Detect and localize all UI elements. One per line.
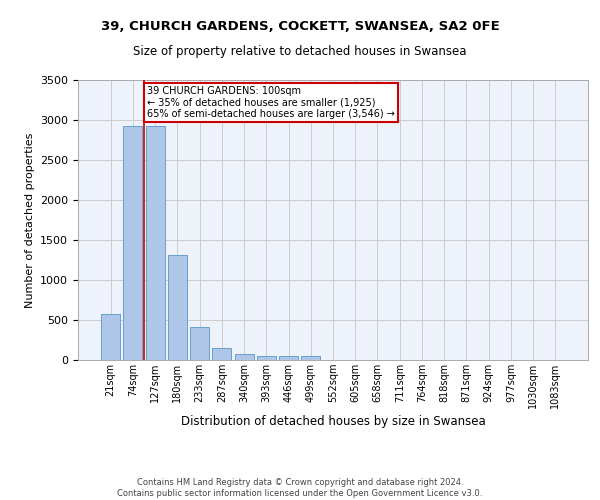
Text: 39 CHURCH GARDENS: 100sqm
← 35% of detached houses are smaller (1,925)
65% of se: 39 CHURCH GARDENS: 100sqm ← 35% of detac…: [148, 86, 395, 119]
Text: Size of property relative to detached houses in Swansea: Size of property relative to detached ho…: [133, 45, 467, 58]
Y-axis label: Number of detached properties: Number of detached properties: [25, 132, 35, 308]
Text: Contains HM Land Registry data © Crown copyright and database right 2024.
Contai: Contains HM Land Registry data © Crown c…: [118, 478, 482, 498]
Bar: [168, 255, 187, 360]
Text: 39, CHURCH GARDENS, COCKETT, SWANSEA, SA2 0FE: 39, CHURCH GARDENS, COCKETT, SWANSEA, SA…: [101, 20, 499, 33]
Bar: [301, 356, 320, 360]
Bar: [124, 126, 142, 360]
Bar: [146, 126, 164, 360]
Bar: [101, 314, 120, 360]
Bar: [257, 356, 276, 360]
X-axis label: Distribution of detached houses by size in Swansea: Distribution of detached houses by size …: [181, 415, 485, 428]
Bar: [235, 354, 254, 360]
Bar: [279, 356, 298, 360]
Bar: [190, 327, 209, 360]
Bar: [212, 348, 231, 360]
